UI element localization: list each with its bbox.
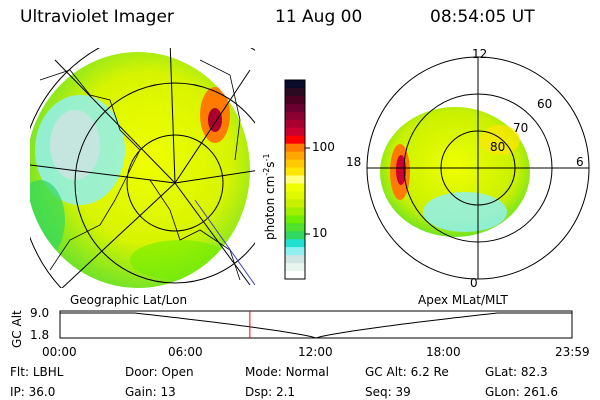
info-label: GLat:: [485, 365, 518, 379]
info-value: 82.3: [520, 365, 548, 379]
colorbar-swatch: [285, 111, 305, 121]
info-label: IP:: [10, 385, 25, 399]
lat-label-80: 80: [490, 140, 506, 154]
colorbar-swatch: [285, 80, 305, 89]
info-label: Flt:: [10, 365, 29, 379]
info-value: 6.2 Re: [410, 365, 449, 379]
instrument-title: Ultraviolet Imager: [20, 7, 174, 27]
colorbar-swatch: [285, 271, 305, 280]
colorbar-swatch: [285, 159, 305, 169]
altitude-plot: [59, 310, 573, 339]
info-label: Seq:: [365, 385, 392, 399]
colorbar-swatch: [285, 255, 305, 264]
info-field: Door: Open: [125, 365, 194, 379]
info-value: 39: [395, 385, 411, 399]
info-field: Dsp: 2.1: [245, 385, 295, 399]
colorbar-swatch: [285, 167, 305, 177]
altitude-curve: [60, 312, 572, 339]
info-label: Mode:: [245, 365, 282, 379]
info-field: Gain: 13: [125, 385, 176, 399]
apex-projection-label: Apex MLat/MLT: [418, 293, 508, 307]
time-tick: 00:00: [42, 345, 77, 359]
info-label: Gain:: [125, 385, 157, 399]
geographic-projection-label: Geographic Lat/Lon: [70, 293, 188, 307]
info-value: 2.1: [275, 385, 296, 399]
colorbar-swatch: [285, 191, 305, 200]
colorbar-swatch: [285, 135, 305, 145]
colorbar-swatch: [285, 143, 305, 153]
apex-polar-image: [366, 56, 590, 280]
info-label: GC Alt:: [365, 365, 407, 379]
colorbar-swatch: [285, 247, 305, 256]
mlt-label-0: 0: [470, 276, 478, 290]
colorbar-swatch: [285, 239, 305, 248]
info-value: Normal: [285, 365, 329, 379]
colorbar-swatch: [285, 231, 305, 240]
info-field: GLat: 82.3: [485, 365, 548, 379]
info-field: GLon: 261.6: [485, 385, 558, 399]
colorbar-swatch: [285, 151, 305, 161]
info-label: Door:: [125, 365, 158, 379]
mlt-label-12: 12: [472, 47, 488, 61]
lat-label-60: 60: [537, 97, 553, 111]
info-field: Flt: LBHL: [10, 365, 63, 379]
info-label: Dsp:: [245, 385, 273, 399]
mlt-label-6: 6: [576, 155, 584, 169]
colorbar-tick-100: 100: [312, 140, 335, 154]
info-value: Open: [161, 365, 194, 379]
colorbar-swatch: [285, 215, 305, 224]
time-tick: 18:00: [426, 345, 461, 359]
info-value: 13: [160, 385, 176, 399]
colorbar: [285, 80, 305, 280]
colorbar-swatch: [285, 207, 305, 216]
colorbar-swatch: [285, 175, 305, 184]
colorbar-swatch: [285, 199, 305, 208]
date-label: 11 Aug 00: [275, 7, 363, 27]
altitude-tick-min: 1.8: [30, 328, 50, 342]
altitude-axis-label: GC Alt: [10, 310, 24, 348]
info-value: 261.6: [523, 385, 558, 399]
mlt-label-18: 18: [346, 155, 362, 169]
info-field: Mode: Normal: [245, 365, 329, 379]
colorbar-swatch: [285, 223, 305, 232]
colorbar-swatch: [285, 95, 305, 105]
colorbar-frame: [284, 79, 306, 280]
time-tick: 23:59: [555, 345, 590, 359]
mlat-mlt-grid: [366, 56, 590, 280]
colorbar-swatch: [285, 183, 305, 192]
colorbar-swatch: [285, 119, 305, 129]
colorbar-swatch: [285, 263, 305, 272]
info-value: 36.0: [28, 385, 56, 399]
geographic-image: [30, 48, 255, 288]
colorbar-swatch: [285, 103, 305, 113]
info-value: LBHL: [32, 365, 64, 379]
time-tick: 12:00: [298, 345, 333, 359]
time-label: 08:54:05 UT: [430, 7, 535, 27]
info-label: GLon:: [485, 385, 520, 399]
altitude-tick-max: 9.0: [30, 306, 50, 320]
info-field: GC Alt: 6.2 Re: [365, 365, 449, 379]
time-tick: 06:00: [168, 345, 203, 359]
colorbar-tick-10: 10: [312, 226, 328, 240]
info-field: Seq: 39: [365, 385, 411, 399]
lat-lon-grid: [30, 48, 255, 288]
colorbar-label: photon cm-2s-1: [262, 153, 277, 240]
info-field: IP: 36.0: [10, 385, 55, 399]
lat-label-70: 70: [513, 121, 529, 135]
colorbar-swatch: [285, 127, 305, 137]
colorbar-swatch: [285, 87, 305, 97]
